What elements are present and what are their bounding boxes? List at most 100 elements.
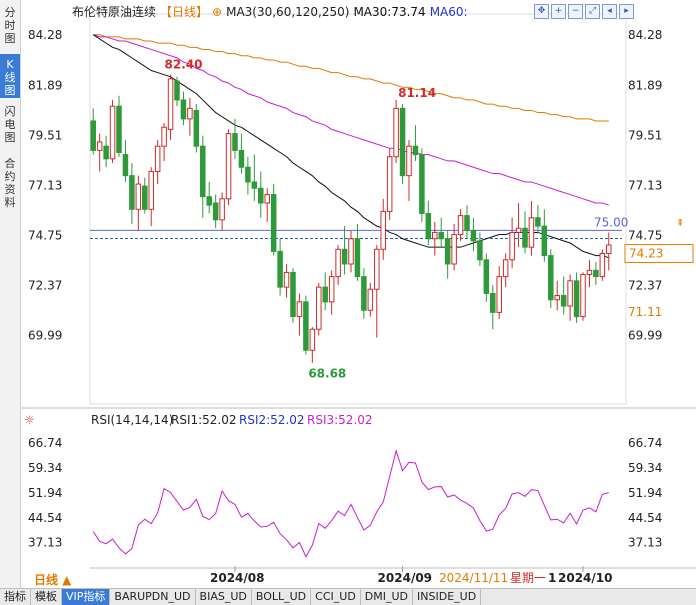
candle-body [502, 259, 509, 278]
indicator-tab-inside-ud[interactable]: INSIDE_UD [413, 589, 482, 605]
candle-body [122, 154, 129, 177]
candle-body [560, 295, 567, 307]
candle-body [174, 80, 180, 101]
cursor-count: 1 [548, 571, 556, 585]
candle-body [419, 154, 425, 215]
price-tick-left-4: 74.75 [28, 229, 62, 243]
candle-body [309, 328, 316, 351]
sidebar-item-flash[interactable]: 闪电图 [4, 105, 16, 144]
candle-body [457, 215, 464, 236]
period-selector[interactable]: 日线 ▲ [34, 573, 72, 587]
candle-body [496, 276, 502, 313]
candle-body [535, 217, 541, 227]
rsi-tick-right-0: 66.74 [628, 436, 662, 450]
candle-body [374, 248, 380, 290]
candle-body [490, 292, 496, 313]
candle-body [200, 145, 206, 198]
indicator-tab--[interactable]: 指标 [0, 589, 31, 605]
price-tick-right-3: 77.13 [628, 179, 662, 193]
candle-body [161, 126, 167, 147]
candle-body [277, 250, 283, 288]
price-tick-right-6: 69.99 [628, 329, 662, 343]
candle-body [296, 301, 303, 318]
cursor-weekday: 星期一 [510, 571, 546, 585]
candle-body [541, 225, 548, 257]
candle-body [167, 78, 174, 130]
bid-price-value: 71.11 [628, 305, 662, 319]
price-panel-frame [89, 13, 627, 405]
scroll-left-icon[interactable]: ◂ [602, 4, 617, 19]
current-price-value: 74.23 [629, 247, 663, 261]
chart-header: 布伦特原油连续 【日线】 ⊕ MA3(30,60,120,250) MA30:73.74… [72, 3, 472, 19]
move-icon[interactable]: ✥ [534, 4, 549, 19]
candle-body [245, 166, 251, 183]
indicator-tab-bar: 指标 模板 VIP指标 BARUPDN_UD BIAS_UD BOLL_UD CCI_UD D… [0, 588, 696, 605]
candle-body [264, 194, 270, 204]
sidebar-item-kline[interactable]: K线图 [0, 54, 20, 98]
candle-body [425, 213, 432, 240]
candle-body [509, 231, 515, 261]
rsi2-value: RSI2:52.02 [239, 413, 305, 427]
candle-body [580, 274, 586, 318]
price-tick-left-1: 81.89 [28, 78, 62, 92]
candle-body [412, 145, 419, 156]
candle-body [599, 252, 606, 278]
price-tick-right-4: 74.75 [628, 229, 662, 243]
candle-body [258, 187, 264, 204]
candle-body [386, 156, 393, 212]
candle-body [573, 280, 580, 318]
price-tick-left-2: 79.51 [28, 128, 62, 142]
chart-toolbar: ✥ + − ⤢ ◂ ▸ [532, 2, 634, 19]
zoom-out-icon[interactable]: − [568, 4, 583, 19]
time-label-2: 2024/10 [558, 571, 612, 585]
chart-area[interactable]: 84.28 84.28 81.89 81.89 79.51 79.51 77.13 77.13… [0, 0, 696, 588]
indicator-tab--[interactable]: 模板 [31, 589, 62, 605]
sidebar-item-contract-info[interactable]: 合约资料 [4, 157, 16, 209]
candle-body [341, 248, 348, 265]
price-tick-right-5: 72.37 [628, 279, 662, 293]
add-indicator-icon[interactable]: ⊕ [212, 5, 223, 19]
candle-body [129, 175, 135, 210]
candle-body [393, 107, 399, 158]
rsi-tick-right-4: 37.13 [628, 536, 662, 550]
scroll-right-icon[interactable]: ▸ [619, 4, 634, 19]
indicator-tab-boll-ud[interactable]: BOLL_UD [252, 589, 312, 605]
candle-body [148, 170, 154, 210]
candle-body [290, 271, 296, 318]
period-label[interactable]: 【日线】 [160, 5, 209, 19]
candle-body [432, 231, 438, 240]
rsi-line [92, 449, 609, 558]
candle-body [90, 120, 96, 151]
indicator-tab-cci-ud[interactable]: CCI_UD [311, 589, 361, 605]
candle-body [103, 145, 109, 160]
price-tick-left-3: 77.13 [28, 179, 62, 193]
expand-icon[interactable]: ⤢ [585, 4, 600, 19]
indicator-tab-bias-ud[interactable]: BIAS_UD [196, 589, 252, 605]
candle-body [451, 234, 457, 265]
candle-body [593, 269, 599, 278]
candle-body [154, 145, 161, 172]
candle-body [464, 215, 470, 231]
candle-body [116, 105, 122, 154]
rsi-tick-right-1: 59.34 [628, 461, 662, 475]
candle-body [303, 301, 309, 351]
indicator-tab-vip-[interactable]: VIP指标 [62, 589, 111, 605]
rsi-settings-icon: ☼ [24, 413, 35, 427]
candle-body [586, 269, 593, 276]
indicator-tab-dmi-ud[interactable]: DMI_UD [361, 589, 414, 605]
candle-body [316, 286, 322, 330]
candle-body [477, 240, 483, 261]
candle-body [238, 149, 245, 168]
sidebar-item-timeshare[interactable]: 分时图 [4, 6, 16, 45]
rsi3-value: RSI3:52.02 [307, 413, 373, 427]
candle-body [225, 133, 232, 200]
candle-body [212, 202, 219, 221]
candle-body [548, 255, 554, 301]
ma60-value: MA60: [429, 5, 468, 19]
candle-body [528, 217, 535, 248]
candle-body [219, 198, 225, 221]
candle-body [554, 295, 560, 301]
candle-body [522, 227, 528, 248]
indicator-tab-barupdn-ud[interactable]: BARUPDN_UD [110, 589, 196, 605]
zoom-in-icon[interactable]: + [551, 4, 566, 19]
